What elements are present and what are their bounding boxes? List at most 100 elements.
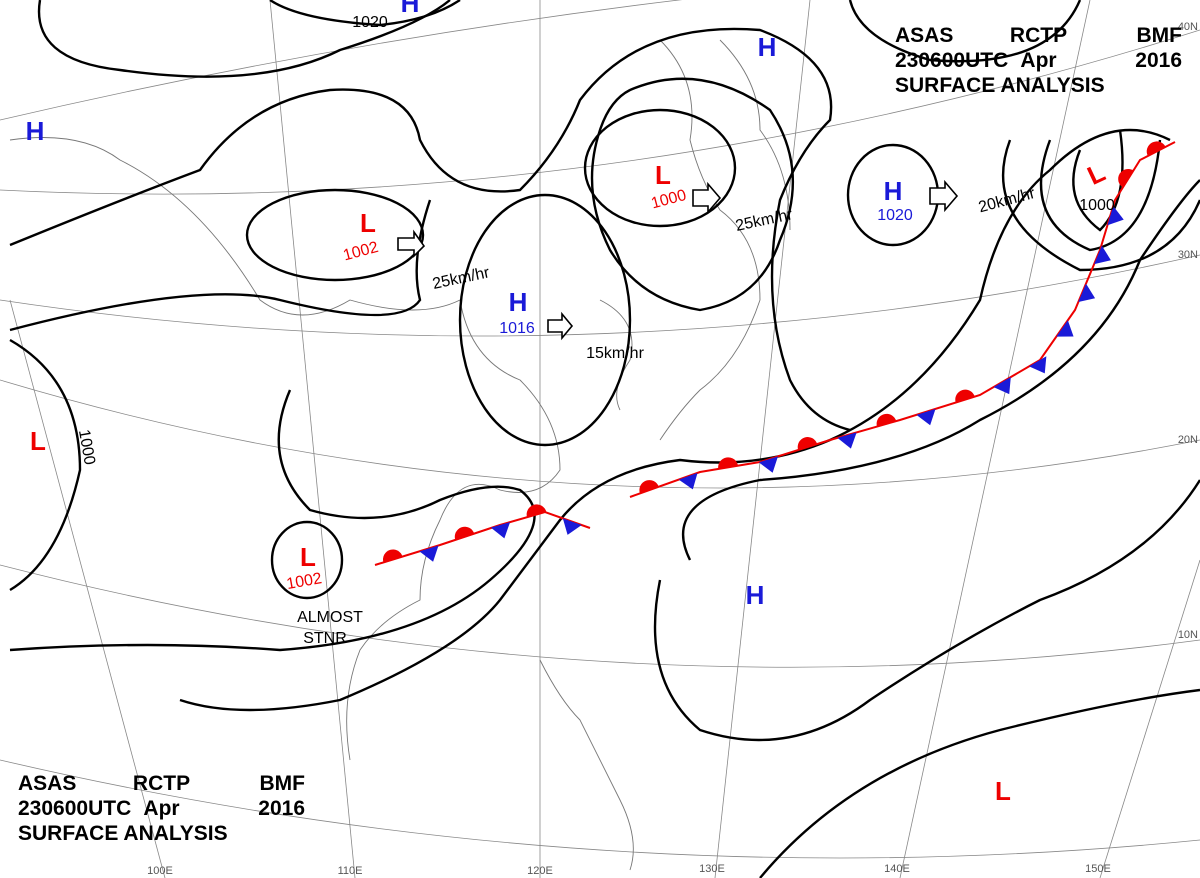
low-symbol: L	[360, 208, 376, 238]
cold-symbol	[993, 377, 1011, 395]
coast	[659, 39, 761, 441]
cold-symbol	[837, 432, 857, 449]
isobar-label: 1020	[352, 14, 388, 31]
lon-label: 110E	[338, 865, 363, 877]
header-text: RCTP	[1010, 24, 1067, 47]
front-line	[374, 510, 591, 566]
isobars	[9, 0, 1200, 878]
warm-symbol	[718, 457, 738, 469]
cold-symbol	[490, 522, 511, 539]
lon-line	[714, 0, 811, 878]
isobar	[590, 77, 795, 312]
lat-line	[0, 0, 683, 121]
movement-label: 15km/hr	[586, 345, 644, 362]
annotation: STNR	[303, 630, 347, 647]
warm-symbol	[454, 526, 475, 540]
cold-symbol	[562, 518, 582, 535]
fronts	[374, 141, 1176, 566]
coast	[539, 659, 634, 871]
pressure-value: 1020	[877, 207, 913, 224]
low-symbol: L	[995, 776, 1011, 806]
isobar	[1001, 139, 1200, 272]
low-symbol: L	[300, 542, 316, 572]
lat-label: 20N	[1178, 434, 1198, 446]
coast	[719, 39, 791, 231]
header-text: 230600UTC	[18, 797, 131, 820]
pressure-value: 1016	[499, 320, 535, 337]
lat-label: 40N	[1178, 21, 1198, 33]
warm-symbol	[876, 413, 897, 427]
coastlines	[9, 39, 791, 871]
lat-label: 10N	[1178, 629, 1198, 641]
isobar	[1039, 139, 1162, 252]
coast	[9, 137, 561, 761]
warm-symbol	[1146, 141, 1166, 156]
arrow	[547, 311, 574, 341]
header-text: 230600UTC	[895, 49, 1008, 72]
isobar	[269, 0, 461, 27]
isobar	[9, 27, 851, 432]
isobar	[179, 128, 1171, 712]
header-text: 2016	[258, 797, 305, 820]
isobar	[653, 479, 1200, 742]
cold-symbol	[1107, 206, 1124, 226]
headers: ASAS RCTP BMF 230600UTC Apr 2016 SURFACE ANALY…	[18, 24, 1182, 845]
header-text: BMF	[260, 772, 306, 795]
isobar	[583, 108, 737, 228]
coast	[599, 299, 633, 411]
header-text: BMF	[1137, 24, 1183, 47]
header-text: SURFACE ANALYSIS	[18, 822, 228, 845]
low-symbol: L	[655, 160, 671, 190]
lon-label: 140E	[884, 863, 910, 875]
lat-line	[0, 254, 1200, 337]
lat-label: 30N	[1178, 249, 1198, 261]
isobar	[9, 389, 536, 652]
cold-symbol	[1056, 320, 1074, 337]
header-text: Apr	[143, 797, 179, 820]
high-symbol: H	[758, 32, 777, 62]
header-text: RCTP	[133, 772, 190, 795]
cold-symbol	[678, 472, 698, 490]
warm-symbol	[1118, 168, 1134, 188]
header-text: ASAS	[18, 772, 76, 795]
cold-symbol	[1078, 283, 1096, 303]
arrow	[929, 179, 959, 213]
high-symbol: H	[884, 176, 903, 206]
cold-symbol	[758, 456, 778, 473]
header-text: Apr	[1020, 49, 1056, 72]
isobar-label: 1000	[1079, 197, 1115, 214]
lon-line	[269, 0, 356, 878]
lon-label: 120E	[527, 865, 553, 877]
pressure-value: 1002	[285, 570, 323, 593]
arrow	[397, 229, 426, 258]
isobar	[245, 188, 425, 282]
lon-line	[899, 0, 1091, 878]
isobar	[681, 179, 1200, 561]
labels: 25km/hr 15km/hr 25km/hr 20km/hr 1020 100…	[75, 14, 1198, 877]
isobar-label: 1000	[75, 428, 98, 466]
high-symbol: H	[509, 287, 528, 317]
lon-line	[9, 299, 166, 878]
lon-label: 100E	[147, 865, 173, 877]
warm-symbol	[639, 480, 659, 494]
warm-symbol	[797, 437, 818, 451]
warm-symbol	[955, 389, 975, 403]
isobar	[458, 193, 632, 447]
isobar	[37, 0, 451, 78]
isobar	[759, 688, 1200, 878]
high-symbol: H	[26, 116, 45, 146]
cold-symbol	[1094, 245, 1111, 265]
isobar	[9, 199, 432, 332]
cold-symbol	[1029, 356, 1047, 374]
low-symbol: L	[30, 426, 46, 456]
isobar	[1072, 129, 1124, 232]
header-text: SURFACE ANALYSIS	[895, 74, 1105, 97]
header-text: 2016	[1135, 49, 1182, 72]
lat-line	[0, 29, 1200, 195]
lon-line	[1099, 559, 1200, 878]
arrow	[692, 181, 722, 215]
cold-symbol	[916, 408, 936, 426]
cold-symbol	[419, 545, 439, 562]
isobar	[270, 520, 344, 600]
